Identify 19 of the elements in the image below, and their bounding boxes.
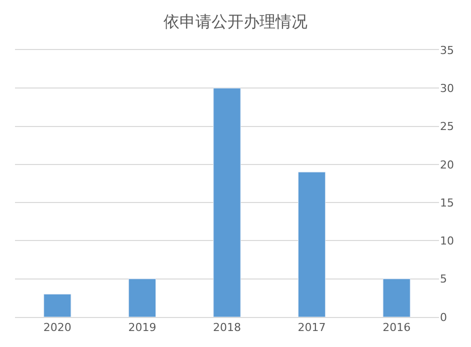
y-tick-label: 5 [440, 272, 447, 286]
y-tick-label: 25 [440, 120, 454, 134]
bar [128, 278, 156, 317]
y-tick-label: 20 [440, 158, 454, 172]
bar [44, 294, 72, 317]
y-tick-label: 15 [440, 196, 454, 210]
x-tick-label: 2020 [43, 321, 72, 334]
x-tick-label: 2016 [382, 321, 411, 334]
y-tick-label: 10 [440, 234, 454, 248]
bar [298, 172, 326, 317]
x-tick-label: 2018 [213, 321, 241, 334]
bar [213, 88, 241, 317]
y-tick-label: 35 [440, 44, 454, 57]
x-tick-label: 2017 [298, 321, 326, 334]
x-tick-label: 2019 [128, 321, 156, 334]
chart-title: 依申请公开办理情况 [164, 12, 308, 31]
y-tick-label: 30 [440, 82, 454, 95]
y-tick-label: 0 [440, 310, 447, 324]
bar [382, 278, 410, 317]
